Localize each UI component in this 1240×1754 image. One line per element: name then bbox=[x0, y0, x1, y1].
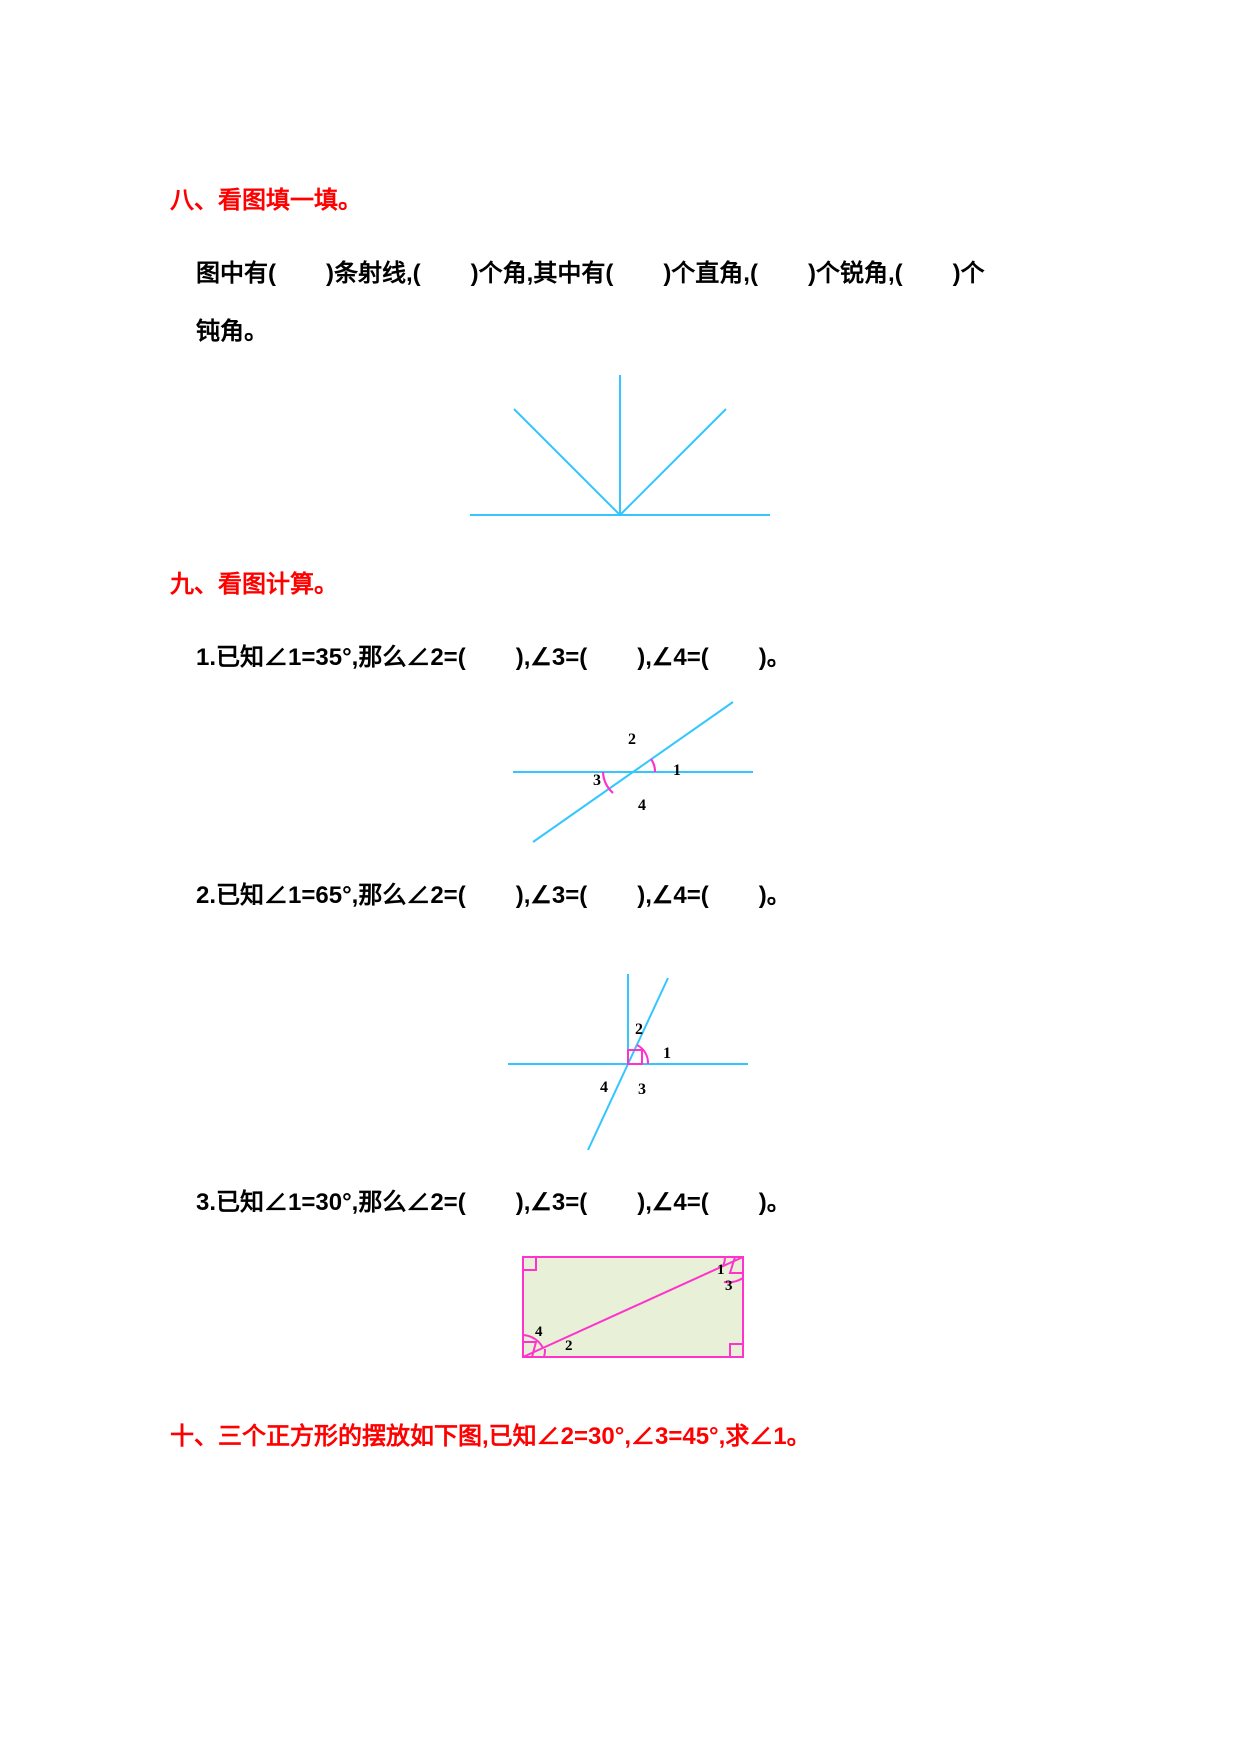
s8-t1: )条射线,( bbox=[326, 260, 421, 287]
section-9-q3-figure: 1 3 2 4 bbox=[503, 1242, 763, 1372]
s9q2-t3: )。 bbox=[759, 882, 791, 909]
s9q1-t3: )。 bbox=[759, 644, 791, 671]
s9q1-t1: ),∠3=( bbox=[516, 644, 588, 671]
section-9-q1-figure: 1 2 3 4 bbox=[473, 697, 793, 847]
s9q2-t1: ),∠3=( bbox=[516, 882, 588, 909]
s9q2-t0: 2.已知∠1=65°,那么∠2=( bbox=[196, 882, 466, 909]
section-9-q1: 1.已知∠1=35°,那么∠2=( ),∠3=( ),∠4=( )。 1 2 3 4 bbox=[170, 629, 1070, 847]
svg-text:2: 2 bbox=[565, 1338, 573, 1354]
svg-text:4: 4 bbox=[600, 1079, 608, 1096]
s9q3-t2: ),∠4=( bbox=[637, 1189, 709, 1216]
s9q3-t3: )。 bbox=[759, 1189, 791, 1216]
s8-t6: 钝角。 bbox=[196, 318, 268, 345]
svg-text:3: 3 bbox=[725, 1278, 733, 1294]
section-9-q3: 3.已知∠1=30°,那么∠2=( ),∠3=( ),∠4=( )。 1 3 2 4 bbox=[170, 1174, 1070, 1372]
s9q1-t2: ),∠4=( bbox=[637, 644, 709, 671]
s9q3-t0: 3.已知∠1=30°,那么∠2=( bbox=[196, 1189, 466, 1216]
section-9-q2-figure: 1 2 3 4 bbox=[483, 934, 783, 1154]
svg-text:1: 1 bbox=[673, 762, 681, 779]
s9q2-t2: ),∠4=( bbox=[637, 882, 709, 909]
s8-t5: )个 bbox=[953, 260, 985, 287]
s8-t2: )个角,其中有( bbox=[471, 260, 614, 287]
section-8-body: 图中有( )条射线,( )个角,其中有( )个直角,( )个锐角,( )个 钝角。 bbox=[170, 245, 1070, 360]
section-8-title: 八、看图填一填。 bbox=[170, 180, 1070, 215]
svg-text:2: 2 bbox=[635, 1021, 643, 1038]
svg-text:4: 4 bbox=[638, 797, 646, 814]
section-9-title: 九、看图计算。 bbox=[170, 564, 1070, 599]
section-9-q2: 2.已知∠1=65°,那么∠2=( ),∠3=( ),∠4=( )。 1 2 3 4 bbox=[170, 867, 1070, 1155]
svg-text:4: 4 bbox=[535, 1324, 543, 1340]
svg-text:3: 3 bbox=[593, 772, 601, 789]
svg-text:2: 2 bbox=[628, 731, 636, 748]
s9q3-t1: ),∠3=( bbox=[516, 1189, 588, 1216]
s9q1-t0: 1.已知∠1=35°,那么∠2=( bbox=[196, 644, 466, 671]
s8-t4: )个锐角,( bbox=[808, 260, 903, 287]
s8-t3: )个直角,( bbox=[663, 260, 758, 287]
svg-text:1: 1 bbox=[717, 1262, 725, 1278]
section-10-title: 十、三个正方形的摆放如下图,已知∠2=30°,∠3=45°,求∠1。 bbox=[170, 1416, 1070, 1451]
section-8-figure bbox=[460, 370, 780, 520]
svg-text:3: 3 bbox=[638, 1081, 646, 1098]
svg-text:1: 1 bbox=[663, 1045, 671, 1062]
s8-t0: 图中有( bbox=[196, 260, 276, 287]
